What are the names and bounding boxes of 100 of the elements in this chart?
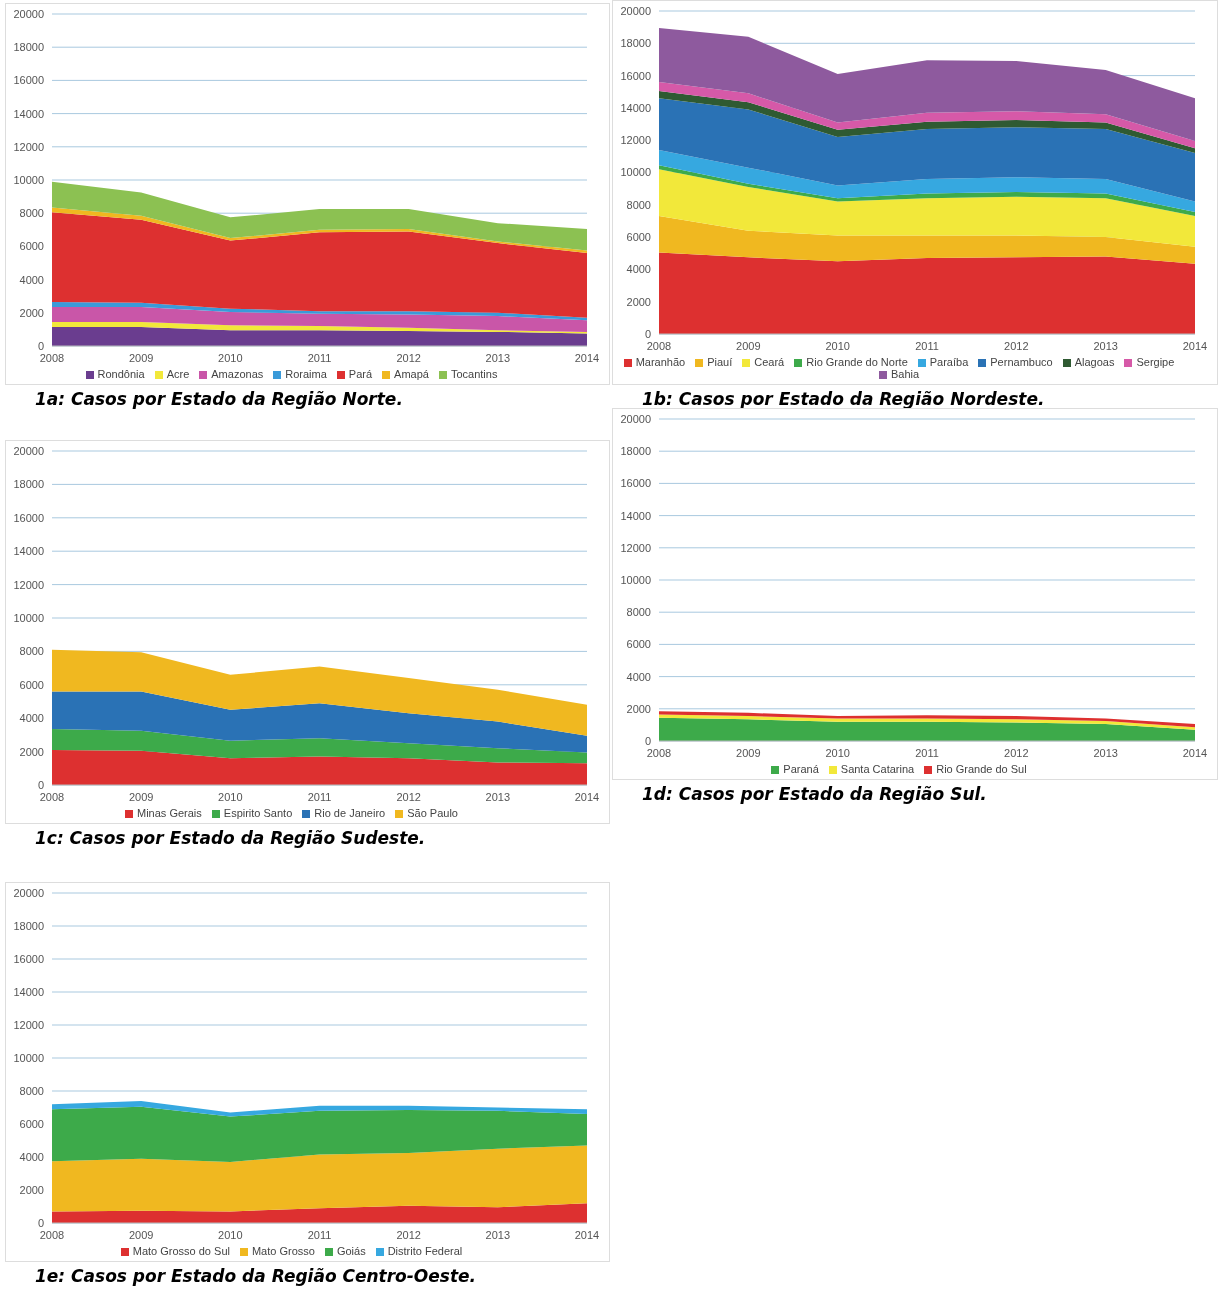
y-tick-label: 20000 (13, 7, 44, 20)
legend-label: Rio Grande do Norte (806, 356, 908, 368)
x-tick-label: 2012 (396, 790, 421, 803)
y-tick-label: 10000 (13, 1051, 44, 1064)
legend-label: Rio Grande do Sul (936, 763, 1027, 775)
text: 1d: Casos por Estado da Região Sul. (641, 784, 988, 804)
legend-label: Mato Grosso do Sul (132, 1245, 230, 1257)
y-tick-label: 0 (37, 339, 44, 352)
y-tick-label: 16000 (13, 952, 44, 965)
y-tick-label: 14000 (13, 545, 44, 558)
y-tick-label: 18000 (13, 41, 44, 54)
y-tick-label: 8000 (19, 1084, 44, 1097)
y-tick-label: 2000 (626, 295, 651, 308)
legend-label: Amapá (394, 368, 429, 380)
y-tick-label: 10000 (620, 573, 651, 586)
x-tick-label: 2008 (39, 351, 65, 364)
text: 1e: Casos por Estado da Região Centro-Oeste. (34, 1266, 478, 1286)
text: 1c: Casos por Estado da Região Sudeste. (34, 828, 427, 848)
x-tick-label: 2011 (307, 790, 332, 803)
y-tick-label: 2000 (19, 745, 44, 758)
x-tick-label: 2010 (825, 339, 850, 352)
y-tick-label: 18000 (620, 445, 651, 458)
y-tick-label: 8000 (626, 198, 651, 211)
x-tick-label: 2012 (1004, 339, 1029, 352)
legend-label: Acre (166, 368, 190, 380)
y-tick-label: 0 (37, 778, 44, 791)
x-tick-label: 2011 (307, 1228, 332, 1241)
x-tick-label: 2011 (307, 351, 332, 364)
x-tick-label: 2014 (1182, 339, 1208, 352)
x-tick-label: 2009 (736, 339, 761, 352)
y-tick-label: 2000 (19, 306, 44, 319)
x-tick-label: 2009 (736, 746, 761, 759)
y-tick-label: 10000 (13, 611, 44, 624)
y-tick-label: 0 (644, 327, 651, 340)
y-tick-label: 0 (37, 1216, 44, 1229)
y-tick-label: 4000 (626, 670, 651, 683)
x-tick-label: 2013 (485, 351, 511, 364)
legend-label: Ceará (754, 356, 785, 368)
y-tick-label: 6000 (626, 231, 651, 244)
legend-label: Amazonas (211, 368, 264, 380)
x-tick-label: 2013 (1093, 339, 1118, 352)
y-tick-label: 2000 (626, 702, 651, 715)
x-tick-label: 2008 (39, 790, 65, 803)
x-tick-label: 2014 (574, 790, 600, 803)
legend-label: São Paulo (407, 807, 458, 819)
x-tick-label: 2009 (128, 790, 154, 803)
legend-label: Goiás (336, 1245, 366, 1257)
legend-label: Tocantins (450, 368, 498, 380)
legend-label: Piauí (707, 356, 733, 368)
legend-label: Minas Gerais (137, 807, 202, 819)
x-tick-label: 2012 (1004, 746, 1029, 759)
x-tick-label: 2010 (825, 746, 850, 759)
y-tick-label: 4000 (19, 712, 44, 725)
x-tick-label: 2013 (485, 1228, 511, 1241)
y-tick-label: 6000 (626, 638, 651, 651)
legend-label: Maranhão (635, 356, 686, 368)
legend-label: Santa Catarina (840, 763, 915, 775)
y-tick-label: 4000 (19, 1150, 44, 1163)
y-tick-label: 4000 (19, 273, 44, 286)
x-tick-label: 2010 (218, 1228, 243, 1241)
y-tick-label: 10000 (620, 166, 651, 179)
legend-label: Sergipe (1136, 356, 1175, 368)
y-tick-label: 4000 (626, 263, 651, 276)
legend-label: Rondônia (97, 368, 145, 380)
x-tick-label: 2008 (39, 1228, 65, 1241)
text: 1b: Casos por Estado da Região Nordeste. (641, 389, 1046, 409)
y-tick-label: 20000 (620, 412, 651, 425)
y-tick-label: 6000 (19, 240, 44, 253)
y-tick-label: 20000 (620, 4, 651, 17)
x-tick-label: 2011 (915, 339, 939, 352)
y-tick-label: 8000 (626, 606, 651, 619)
y-tick-label: 8000 (19, 207, 44, 220)
x-tick-label: 2014 (574, 1228, 600, 1241)
y-tick-label: 6000 (19, 678, 44, 691)
y-tick-label: 8000 (19, 645, 44, 658)
x-tick-label: 2012 (396, 1228, 421, 1241)
y-tick-label: 18000 (620, 37, 651, 50)
x-tick-label: 2010 (218, 351, 243, 364)
y-tick-label: 12000 (13, 578, 44, 591)
y-tick-label: 2000 (19, 1183, 44, 1196)
y-tick-label: 16000 (620, 69, 651, 82)
y-tick-label: 16000 (620, 477, 651, 490)
legend-label: Pará (348, 368, 373, 380)
y-tick-label: 18000 (13, 478, 44, 491)
y-tick-label: 14000 (13, 985, 44, 998)
x-tick-label: 2013 (485, 790, 511, 803)
x-tick-label: 2010 (218, 790, 243, 803)
y-tick-label: 20000 (13, 444, 44, 457)
x-tick-label: 2011 (915, 746, 939, 759)
y-tick-label: 12000 (13, 1018, 44, 1031)
y-tick-label: 14000 (620, 101, 651, 114)
legend-label: Rio de Janeiro (314, 807, 386, 819)
x-tick-label: 2014 (574, 351, 600, 364)
y-tick-label: 16000 (13, 511, 44, 524)
x-tick-label: 2008 (646, 339, 672, 352)
legend-label: Mato Grosso (251, 1245, 315, 1257)
legend-label: Pernambuco (990, 356, 1053, 368)
x-tick-label: 2013 (1093, 746, 1118, 759)
legend-label: Distrito Federal (387, 1245, 463, 1257)
y-tick-label: 12000 (620, 134, 651, 147)
